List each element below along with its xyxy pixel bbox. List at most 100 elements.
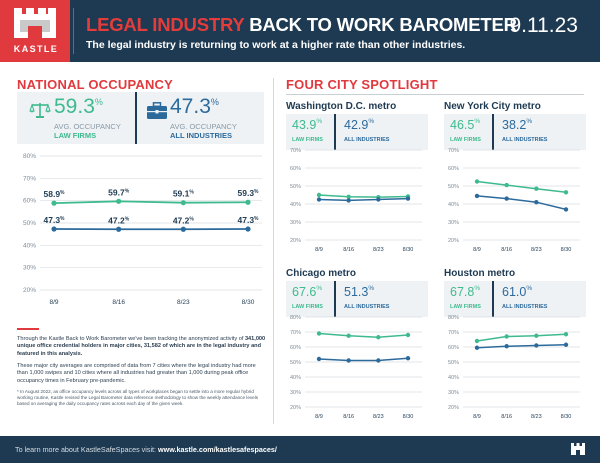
data-point — [504, 344, 509, 349]
y-tick-label: 20% — [23, 287, 36, 294]
data-point — [316, 356, 322, 362]
y-tick-label: 70% — [23, 175, 36, 182]
y-tick-label: 50% — [290, 360, 301, 366]
x-tick-label: 8/30 — [242, 299, 255, 306]
y-tick-label: 40% — [290, 375, 301, 381]
x-tick-label: 8/30 — [561, 414, 572, 420]
y-tick-label: 20% — [448, 238, 459, 244]
data-point — [474, 193, 480, 199]
y-tick-label: 50% — [290, 184, 301, 190]
city-all-stat: 61.0% ALL INDUSTRIES — [494, 281, 586, 317]
text-accent-rule — [17, 328, 39, 330]
city-all-stat: 38.2% ALL INDUSTRIES — [494, 114, 586, 150]
national-stats: 59.3% AVG. OCCUPANCY LAW FIRMS 47.3% AVG… — [17, 92, 264, 144]
data-label: 59.3% — [238, 188, 260, 198]
data-label: 47.3% — [238, 215, 260, 225]
city-law-stat: 67.8% LAW FIRMS — [444, 281, 492, 317]
methodology-paragraph-1: Through the Kastle Back to Work Baromete… — [17, 336, 266, 357]
x-tick-label: 8/23 — [373, 414, 384, 420]
houston-chart: 20% 30% 40% 50% 60% 70% 80% 8/9 8/16 8/23 8/30 — [448, 315, 580, 420]
data-point — [504, 196, 509, 201]
data-point — [534, 343, 539, 348]
city-law-value: 67.6% — [292, 285, 323, 299]
x-tick-label: 8/30 — [403, 247, 414, 253]
city-title: Washington D.C. metro — [286, 101, 397, 112]
x-tick-label: 8/9 — [49, 299, 58, 306]
stat-separator — [334, 281, 336, 317]
national-all-label-line1: AVG. OCCUPANCY — [170, 122, 237, 131]
city-law-value: 43.9% — [292, 118, 323, 132]
y-tick-label: 30% — [23, 265, 36, 272]
data-point — [180, 226, 186, 232]
x-tick-label: 8/23 — [373, 247, 384, 253]
data-point — [376, 197, 381, 202]
all-industries-series-line — [476, 344, 567, 349]
x-tick-label: 8/16 — [112, 299, 125, 306]
y-tick-label: 70% — [290, 330, 301, 336]
data-point — [316, 192, 322, 198]
stat-separator — [334, 114, 336, 150]
y-tick-label: 50% — [448, 184, 459, 190]
y-tick-label: 80% — [23, 153, 36, 160]
y-tick-label: 30% — [290, 390, 301, 396]
national-section-title: NATIONAL OCCUPANCY — [17, 77, 173, 92]
data-point — [245, 199, 251, 205]
city-title: New York City metro — [444, 101, 541, 112]
data-label: 59.7% — [108, 187, 130, 197]
law-firms-series-line — [318, 194, 409, 198]
data-point — [563, 342, 569, 347]
stat-separator — [492, 281, 494, 317]
y-tick-label: 20% — [448, 405, 459, 411]
law-firms-series-line — [318, 332, 409, 339]
footer-text: To learn more about KastleSafeSpaces vis… — [15, 445, 277, 454]
data-point — [245, 226, 251, 232]
page-subtitle: The legal industry is returning to work … — [86, 39, 466, 51]
x-tick-label: 8/30 — [403, 414, 414, 420]
section-divider — [273, 78, 274, 424]
x-tick-label: 8/9 — [473, 247, 481, 253]
city-all-value: 38.2% — [502, 118, 533, 132]
y-tick-label: 50% — [448, 360, 459, 366]
header-bar: KASTLE LEGAL INDUSTRY BACK TO WORK BAROM… — [0, 0, 600, 62]
stat-separator — [492, 114, 494, 150]
x-tick-label: 8/23 — [531, 247, 542, 253]
y-tick-label: 40% — [290, 202, 301, 208]
city-law-label: LAW FIRMS — [450, 137, 481, 143]
city-all-value: 42.9% — [344, 118, 375, 132]
city-stats: 46.5% LAW FIRMS 38.2% ALL INDUSTRIES — [444, 114, 586, 150]
national-law-stat: 59.3% AVG. OCCUPANCY LAW FIRMS — [17, 92, 135, 144]
city-title: Houston metro — [444, 268, 516, 279]
footer-bar: To learn more about KastleSafeSpaces vis… — [0, 436, 600, 463]
scales-of-justice-icon — [29, 103, 51, 118]
footer-link[interactable]: www.kastle.com/kastlesafespaces/ — [158, 445, 277, 454]
y-tick-label: 20% — [290, 238, 301, 244]
data-point — [346, 358, 351, 363]
city-stats: 67.8% LAW FIRMS 61.0% ALL INDUSTRIES — [444, 281, 586, 317]
header-divider — [73, 8, 74, 54]
x-tick-label: 8/16 — [501, 414, 512, 420]
x-tick-label: 8/16 — [343, 247, 354, 253]
data-point — [405, 356, 411, 361]
data-point — [474, 179, 480, 184]
city-all-value: 51.3% — [344, 285, 375, 299]
data-point — [474, 338, 480, 344]
y-tick-label: 40% — [448, 375, 459, 381]
y-tick-label: 30% — [448, 220, 459, 226]
y-tick-label: 70% — [290, 148, 301, 154]
data-point — [534, 333, 539, 338]
city-law-label: LAW FIRMS — [450, 304, 481, 310]
city-law-value: 46.5% — [450, 118, 481, 132]
data-point — [474, 345, 480, 350]
x-tick-label: 8/16 — [501, 247, 512, 253]
national-all-value: 47.3% — [170, 95, 219, 118]
data-point — [376, 358, 381, 363]
spotlight-title-rule — [286, 94, 584, 95]
city-all-label: ALL INDUSTRIES — [502, 304, 548, 310]
chicago-chart: 20% 30% 40% 50% 60% 70% 80% 8/9 8/16 8/23 8/30 — [290, 315, 422, 420]
city-all-value: 61.0% — [502, 285, 533, 299]
city-title: Chicago metro — [286, 268, 357, 279]
data-point — [504, 334, 509, 339]
y-tick-label: 60% — [448, 345, 459, 351]
x-tick-label: 8/9 — [315, 414, 323, 420]
city-stats: 67.6% LAW FIRMS 51.3% ALL INDUSTRIES — [286, 281, 428, 317]
